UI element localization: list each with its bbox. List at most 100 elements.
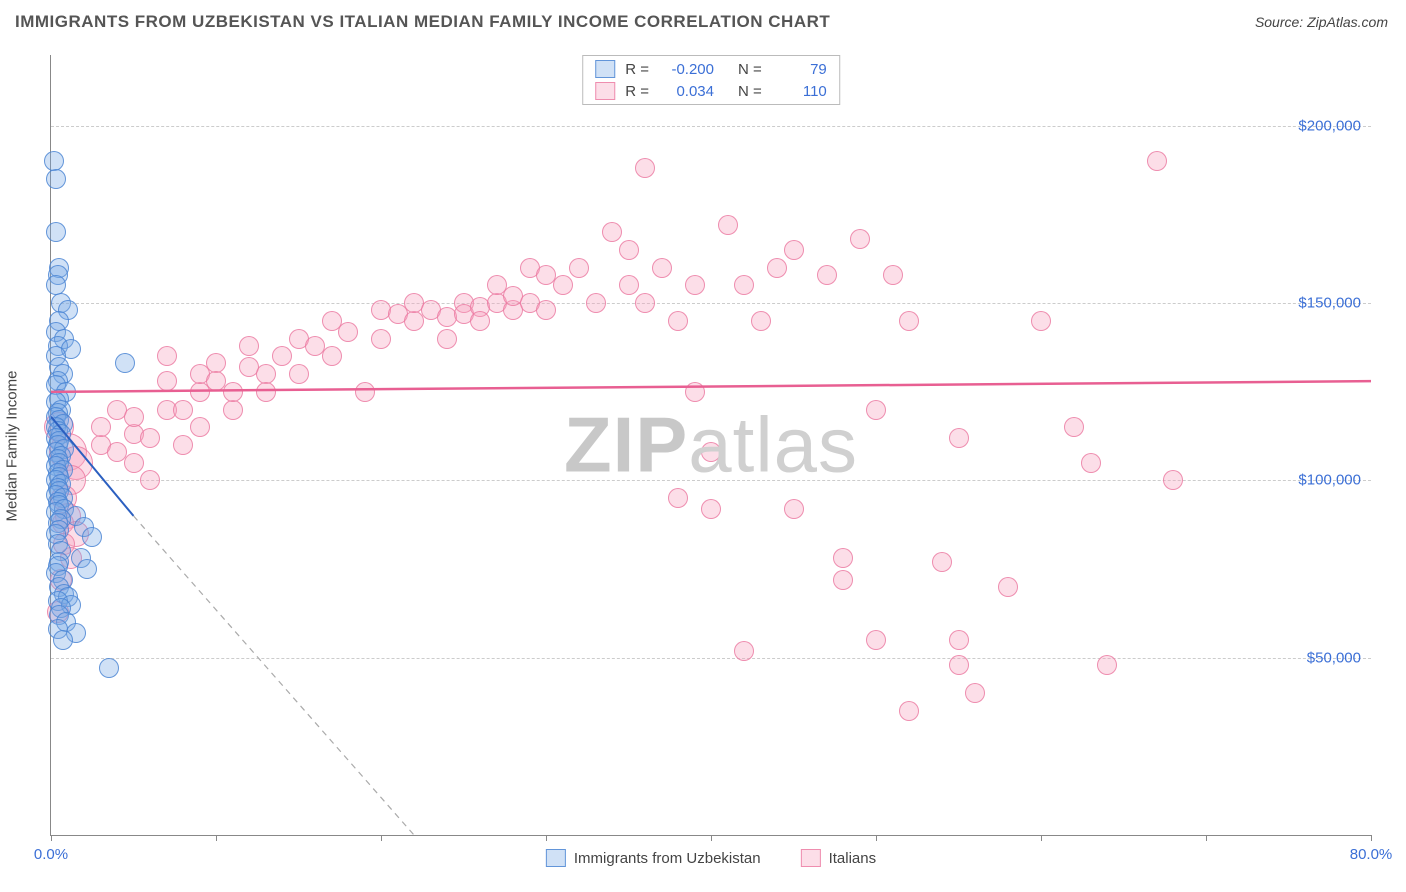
scatter-point (784, 240, 804, 260)
scatter-point (866, 400, 886, 420)
scatter-point (883, 265, 903, 285)
scatter-point (668, 311, 688, 331)
scatter-point (82, 527, 102, 547)
chart-title: IMMIGRANTS FROM UZBEKISTAN VS ITALIAN ME… (15, 12, 830, 32)
y-axis-label: Median Family Income (4, 371, 21, 522)
xtick (1041, 835, 1042, 841)
legend-item-b: Italians (801, 849, 877, 867)
ytick-label: $50,000 (1307, 649, 1361, 666)
scatter-point (272, 346, 292, 366)
scatter-point (635, 293, 655, 313)
scatter-point (751, 311, 771, 331)
scatter-point (701, 442, 721, 462)
stats-swatch-b (595, 82, 615, 100)
scatter-point (784, 499, 804, 519)
scatter-point (77, 559, 97, 579)
scatter-point (140, 428, 160, 448)
scatter-point (91, 417, 111, 437)
xtick (711, 835, 712, 841)
scatter-point (652, 258, 672, 278)
scatter-point (157, 371, 177, 391)
scatter-point (949, 428, 969, 448)
scatter-point (1031, 311, 1051, 331)
scatter-point (850, 229, 870, 249)
scatter-point (157, 346, 177, 366)
scatter-point (190, 417, 210, 437)
scatter-point (124, 407, 144, 427)
scatter-point (53, 630, 73, 650)
scatter-point (115, 353, 135, 373)
scatter-point (998, 577, 1018, 597)
scatter-point (718, 215, 738, 235)
scatter-point (668, 488, 688, 508)
scatter-point (932, 552, 952, 572)
scatter-point (289, 364, 309, 384)
scatter-point (701, 499, 721, 519)
scatter-point (46, 169, 66, 189)
scatter-point (536, 300, 556, 320)
scatter-point (833, 570, 853, 590)
scatter-point (734, 641, 754, 661)
gridline-h (51, 303, 1371, 304)
scatter-point (866, 630, 886, 650)
scatter-point (256, 382, 276, 402)
legend-item-a: Immigrants from Uzbekistan (546, 849, 761, 867)
scatter-point (124, 453, 144, 473)
scatter-point (223, 382, 243, 402)
scatter-point (355, 382, 375, 402)
scatter-point (817, 265, 837, 285)
xtick (546, 835, 547, 841)
legend-swatch-a (546, 849, 566, 867)
scatter-point (553, 275, 573, 295)
bottom-legend: Immigrants from Uzbekistan Italians (546, 849, 876, 867)
ytick-label: $150,000 (1298, 295, 1361, 312)
scatter-point (173, 400, 193, 420)
scatter-point (223, 400, 243, 420)
scatter-point (767, 258, 787, 278)
scatter-point (1097, 655, 1117, 675)
xtick-label-left: 0.0% (34, 846, 68, 863)
scatter-point (899, 311, 919, 331)
xtick (1206, 835, 1207, 841)
stats-swatch-a (595, 60, 615, 78)
xtick (381, 835, 382, 841)
scatter-point (140, 470, 160, 490)
gridline-h (51, 126, 1371, 127)
legend-label-b: Italians (829, 850, 877, 867)
plot-area: ZIPatlas R =-0.200 N =79 R =0.034 N =110… (50, 55, 1371, 836)
ytick-label: $200,000 (1298, 117, 1361, 134)
scatter-point (437, 329, 457, 349)
scatter-point (833, 548, 853, 568)
ytick-label: $100,000 (1298, 472, 1361, 489)
legend-swatch-b (801, 849, 821, 867)
stats-legend-box: R =-0.200 N =79 R =0.034 N =110 (582, 55, 840, 105)
scatter-point (602, 222, 622, 242)
xtick (216, 835, 217, 841)
scatter-point (619, 275, 639, 295)
scatter-point (586, 293, 606, 313)
scatter-point (734, 275, 754, 295)
source-label: Source: ZipAtlas.com (1255, 14, 1388, 30)
stats-row-b: R =0.034 N =110 (583, 80, 839, 102)
scatter-point (99, 658, 119, 678)
scatter-point (322, 346, 342, 366)
scatter-point (371, 329, 391, 349)
scatter-point (173, 435, 193, 455)
scatter-point (569, 258, 589, 278)
scatter-point (685, 275, 705, 295)
scatter-point (470, 311, 490, 331)
scatter-point (899, 701, 919, 721)
stats-row-a: R =-0.200 N =79 (583, 58, 839, 80)
scatter-point (619, 240, 639, 260)
xtick-label-right: 80.0% (1350, 846, 1393, 863)
scatter-point (239, 336, 259, 356)
scatter-point (1163, 470, 1183, 490)
scatter-point (949, 655, 969, 675)
gridline-h (51, 658, 1371, 659)
scatter-point (635, 158, 655, 178)
xtick (876, 835, 877, 841)
scatter-point (965, 683, 985, 703)
scatter-point (1064, 417, 1084, 437)
scatter-point (685, 382, 705, 402)
scatter-point (338, 322, 358, 342)
